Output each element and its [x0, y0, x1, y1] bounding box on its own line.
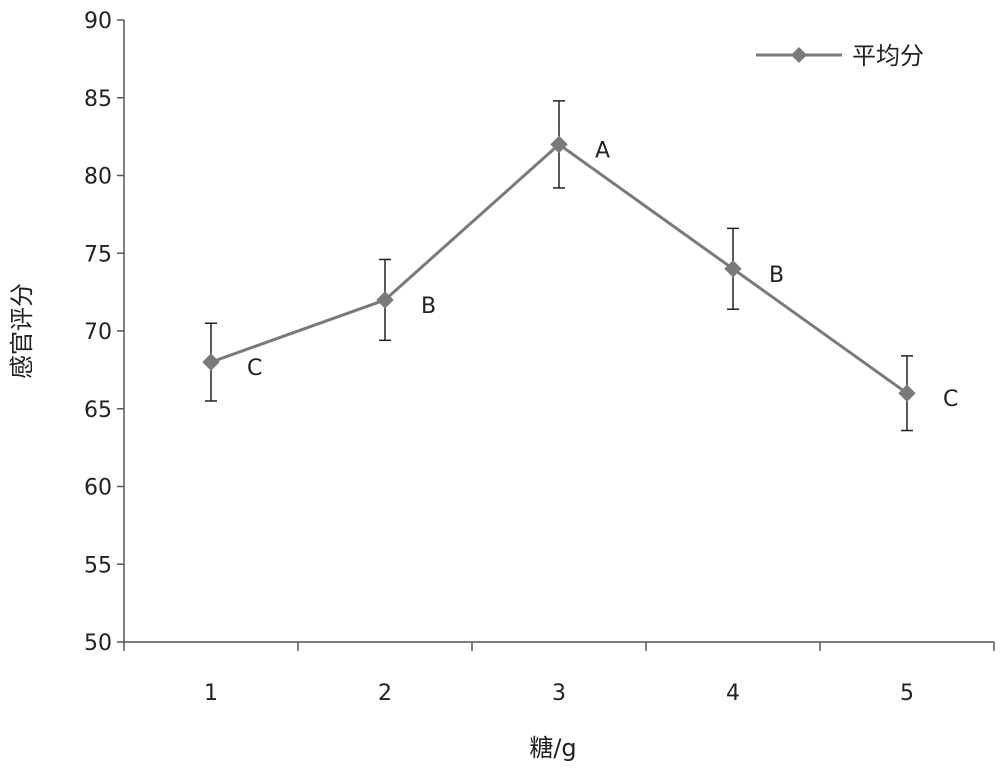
y-axis-title: 感官评分	[8, 283, 36, 379]
y-tick-label: 50	[84, 631, 112, 656]
x-tick-label: 4	[726, 681, 740, 706]
y-tick-label: 60	[84, 476, 112, 501]
legend-label: 平均分	[852, 42, 924, 70]
data-point-group: C	[202, 322, 262, 402]
data-point-group: A	[550, 100, 610, 189]
point-label: A	[595, 138, 610, 163]
data-point-group: B	[724, 227, 784, 310]
point-label: B	[769, 263, 784, 288]
point-label: B	[421, 294, 436, 319]
data-point-group: C	[898, 355, 958, 432]
y-tick-label: 85	[84, 87, 112, 112]
legend: 平均分	[756, 42, 924, 70]
x-tick-label: 1	[204, 681, 218, 706]
y-tick-label: 90	[84, 9, 112, 34]
x-axis: 1 2 3 4 5	[123, 641, 995, 706]
data-point-marker	[550, 135, 568, 154]
x-tick-label: 5	[900, 681, 914, 706]
x-axis-title: 糖/g	[529, 734, 576, 762]
y-tick-label: 65	[84, 398, 112, 423]
y-axis: 50 55 60 65 70 75 80 85 90	[84, 9, 125, 656]
x-tick-label: 3	[552, 681, 566, 706]
data-point-marker	[898, 384, 916, 402]
point-label: C	[943, 387, 958, 412]
series-layer: C B A B C	[202, 100, 958, 432]
y-tick-label: 55	[84, 553, 112, 578]
x-tick-label: 2	[378, 681, 392, 706]
y-ticks: 50 55 60 65 70 75 80 85 90	[84, 9, 124, 656]
y-tick-label: 70	[84, 320, 112, 345]
x-ticks: 1 2 3 4 5	[123, 642, 995, 706]
data-point-group: B	[376, 258, 436, 342]
y-tick-label: 80	[84, 165, 112, 190]
data-point-marker	[202, 353, 220, 371]
y-tick-label: 75	[84, 242, 112, 267]
data-point-marker	[376, 291, 394, 309]
legend-marker-diamond	[791, 47, 807, 63]
point-label: C	[247, 356, 262, 381]
data-point-marker	[724, 260, 742, 278]
